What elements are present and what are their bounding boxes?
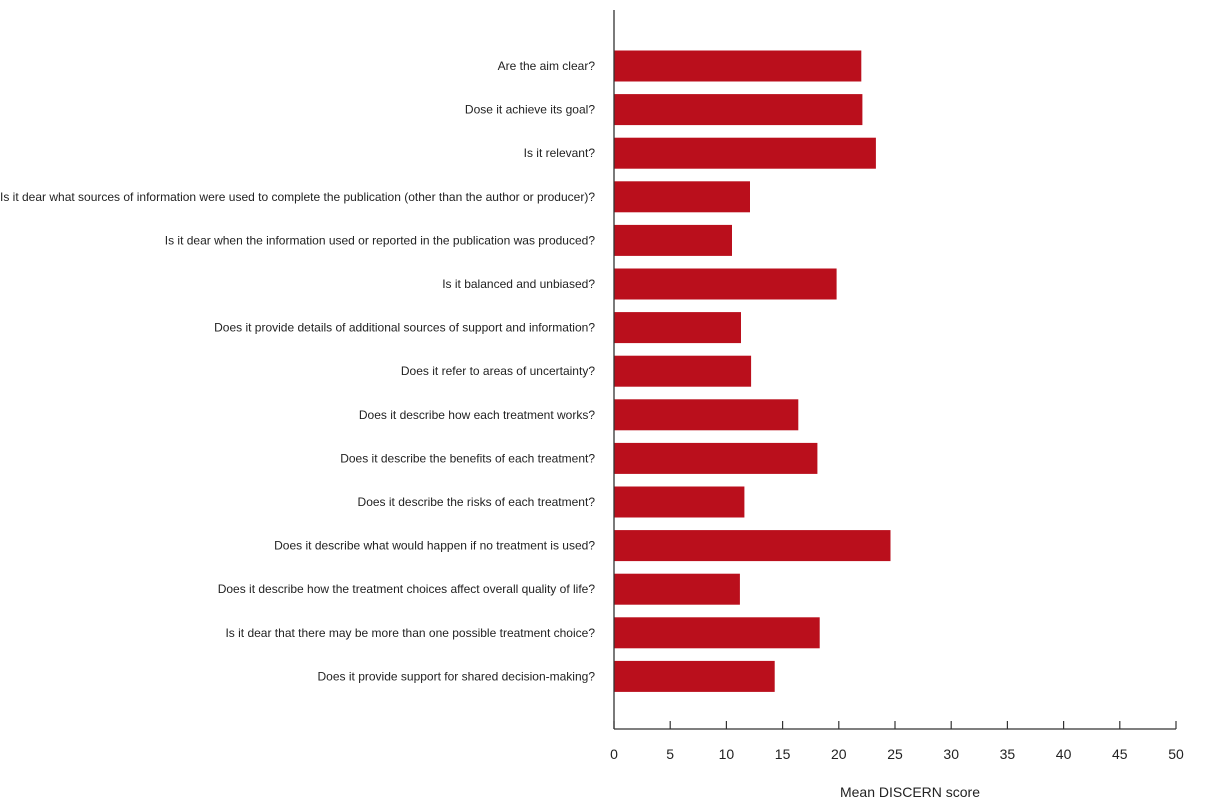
x-axis-title: Mean DISCERN score bbox=[840, 784, 980, 800]
bar-5 bbox=[614, 224, 732, 256]
bar-14 bbox=[614, 617, 820, 649]
x-tick-label-35: 35 bbox=[1000, 746, 1016, 762]
bar-2 bbox=[614, 94, 863, 126]
bar-8 bbox=[614, 355, 752, 387]
bar-3 bbox=[614, 137, 876, 169]
bar-9 bbox=[614, 399, 799, 431]
category-label-9: Does it describe how each treatment work… bbox=[359, 408, 595, 422]
bar-4 bbox=[614, 181, 750, 213]
category-label-13: Does it describe how the treatment choic… bbox=[218, 582, 596, 596]
x-ticks-group: 0 5 10 15 20 25 30 35 40 45 50 bbox=[610, 721, 1184, 762]
bar-15 bbox=[614, 660, 775, 692]
x-tick-label-0: 0 bbox=[610, 746, 618, 762]
bar-13 bbox=[614, 573, 740, 605]
category-label-14: Is it dear that there may be more than o… bbox=[225, 626, 595, 640]
x-tick-label-10: 10 bbox=[719, 746, 735, 762]
category-label-11: Does it describe the risks of each treat… bbox=[358, 495, 596, 509]
category-label-4: Is it dear what sources of information w… bbox=[0, 190, 595, 204]
bars-group bbox=[614, 50, 891, 692]
x-tick-label-25: 25 bbox=[887, 746, 903, 762]
category-label-5: Is it dear when the information used or … bbox=[165, 233, 596, 247]
bar-6 bbox=[614, 268, 837, 300]
x-tick-label-30: 30 bbox=[943, 746, 959, 762]
category-label-10: Does it describe the benefits of each tr… bbox=[340, 451, 595, 465]
bar-11 bbox=[614, 486, 745, 518]
x-tick-label-15: 15 bbox=[775, 746, 791, 762]
category-label-1: Are the aim clear? bbox=[498, 59, 596, 73]
category-label-2: Dose it achieve its goal? bbox=[465, 103, 595, 117]
category-label-6: Is it balanced and unbiased? bbox=[442, 277, 595, 291]
category-label-7: Does it provide details of additional so… bbox=[214, 321, 595, 335]
bar-10 bbox=[614, 442, 818, 474]
x-tick-label-20: 20 bbox=[831, 746, 847, 762]
x-tick-label-45: 45 bbox=[1112, 746, 1128, 762]
category-label-15: Does it provide support for shared decis… bbox=[318, 669, 596, 683]
category-labels-group: Are the aim clear? Dose it achieve its go… bbox=[0, 59, 595, 683]
category-label-3: Is it relevant? bbox=[524, 146, 596, 160]
category-label-12: Does it describe what would happen if no… bbox=[274, 539, 595, 553]
bar-7 bbox=[614, 312, 741, 344]
x-tick-label-40: 40 bbox=[1056, 746, 1072, 762]
x-tick-label-5: 5 bbox=[666, 746, 674, 762]
bar-1 bbox=[614, 50, 862, 82]
bar-12 bbox=[614, 530, 891, 562]
category-label-8: Does it refer to areas of uncertainty? bbox=[401, 364, 595, 378]
x-tick-label-50: 50 bbox=[1168, 746, 1184, 762]
